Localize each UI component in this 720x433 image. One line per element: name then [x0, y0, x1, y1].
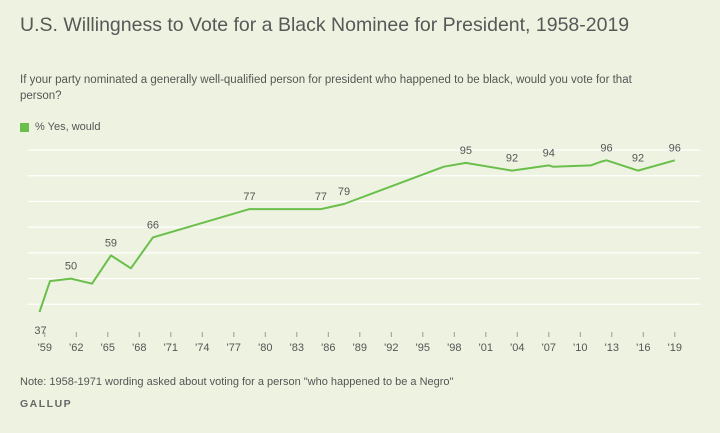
legend: % Yes, would: [20, 121, 100, 133]
legend-label: % Yes, would: [35, 121, 101, 133]
x-tick-label: '68: [132, 342, 146, 354]
x-tick-label: '77: [227, 342, 241, 354]
x-tick-label: '86: [321, 342, 335, 354]
data-label: 66: [147, 219, 159, 231]
data-label: 77: [243, 191, 255, 203]
x-tick-label: '74: [195, 342, 209, 354]
x-tick-label: '13: [605, 342, 619, 354]
data-label: 50: [65, 261, 77, 273]
gallup-logo: GALLUP: [20, 398, 73, 410]
x-tick-label: '19: [668, 342, 682, 354]
legend-swatch: [20, 122, 29, 132]
x-tick-label: '65: [101, 342, 115, 354]
x-tick-label: '59: [38, 342, 52, 354]
data-label: 96: [669, 142, 681, 154]
x-tick-label: '10: [573, 342, 587, 354]
series-line-yes-would: [38, 159, 676, 313]
x-tick-label: '04: [510, 342, 524, 354]
x-tick-label: '89: [353, 342, 367, 354]
chart-note: Note: 1958-1971 wording asked about voti…: [20, 376, 454, 388]
x-tick-label: '01: [479, 342, 493, 354]
data-label: 77: [315, 191, 327, 203]
x-tick-label: '07: [542, 342, 556, 354]
x-tick-label: '16: [636, 342, 650, 354]
x-tick-label: '62: [69, 342, 83, 354]
x-tick-label: '71: [164, 342, 178, 354]
data-label: 92: [506, 153, 518, 165]
x-tick-label: '98: [447, 342, 461, 354]
x-tick-label: '83: [290, 342, 304, 354]
data-label: 94: [543, 147, 555, 159]
data-label: 59: [105, 237, 117, 249]
chart-title: U.S. Willingness to Vote for a Black Nom…: [20, 14, 630, 36]
x-tick-label: '92: [384, 342, 398, 354]
x-tick-label: '80: [258, 342, 272, 354]
data-label: 96: [600, 142, 612, 154]
data-label: 37: [34, 325, 46, 337]
data-label: 95: [460, 145, 472, 157]
x-tick-label: '95: [416, 342, 430, 354]
data-label: 92: [632, 153, 644, 165]
data-label: 79: [338, 186, 350, 198]
chart-subtitle: If your party nominated a generally well…: [20, 74, 632, 102]
